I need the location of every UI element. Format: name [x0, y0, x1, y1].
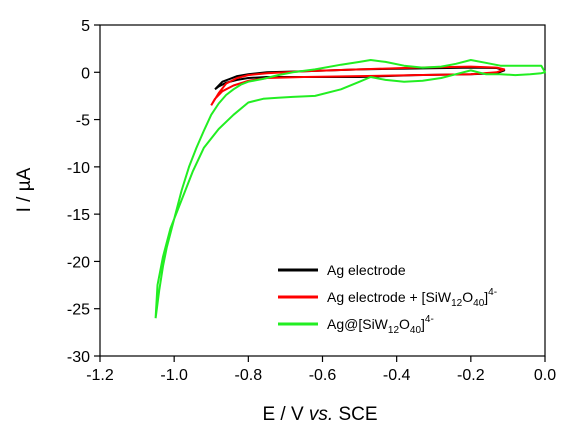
- tick-labels: -1.2 -1.0 -0.8 -0.6 -0.4 -0.2 0.0 5 0 -5 -10 -15 -20…: [67, 18, 556, 384]
- x-tick-label-6: 0.0: [534, 367, 556, 384]
- legend-label-ag-electrode: Ag electrode: [327, 262, 406, 278]
- x-tick-label-4: -0.4: [383, 367, 411, 384]
- x-axis-title: E / V vs. SCE: [262, 404, 377, 425]
- series-ag-electrode-siw: [210, 65, 506, 106]
- y-tick-label-4: -15: [67, 207, 90, 224]
- legend-label-ag-at-siw: Ag@[SiW12O40]4-: [327, 314, 434, 336]
- series-layer: [154, 59, 546, 319]
- y-tick-label-6: -25: [67, 302, 90, 319]
- x-tick-label-2: -0.8: [235, 367, 263, 384]
- y-axis-title: I / µA: [14, 167, 35, 212]
- y-tick-label-5: -20: [67, 254, 90, 271]
- x-tick-label-5: -0.2: [457, 367, 485, 384]
- y-tick-label-7: -30: [67, 349, 90, 366]
- x-tick-label-0: -1.2: [86, 367, 114, 384]
- tick-marks: [94, 24, 546, 362]
- legend-label-ag-electrode-siw: Ag electrode + [SiW12O40]4-: [327, 287, 497, 309]
- y-tick-label-2: -5: [76, 113, 90, 130]
- legend: Ag electrode Ag electrode + [SiW12O40]4-…: [278, 262, 497, 336]
- series-ag-at-siw: [154, 59, 546, 319]
- y-tick-label-0: 5: [81, 18, 90, 35]
- x-tick-label-3: -0.6: [309, 367, 337, 384]
- x-tick-label-1: -1.0: [160, 367, 188, 384]
- y-tick-label-1: 0: [81, 65, 90, 82]
- y-tick-label-3: -10: [67, 160, 90, 177]
